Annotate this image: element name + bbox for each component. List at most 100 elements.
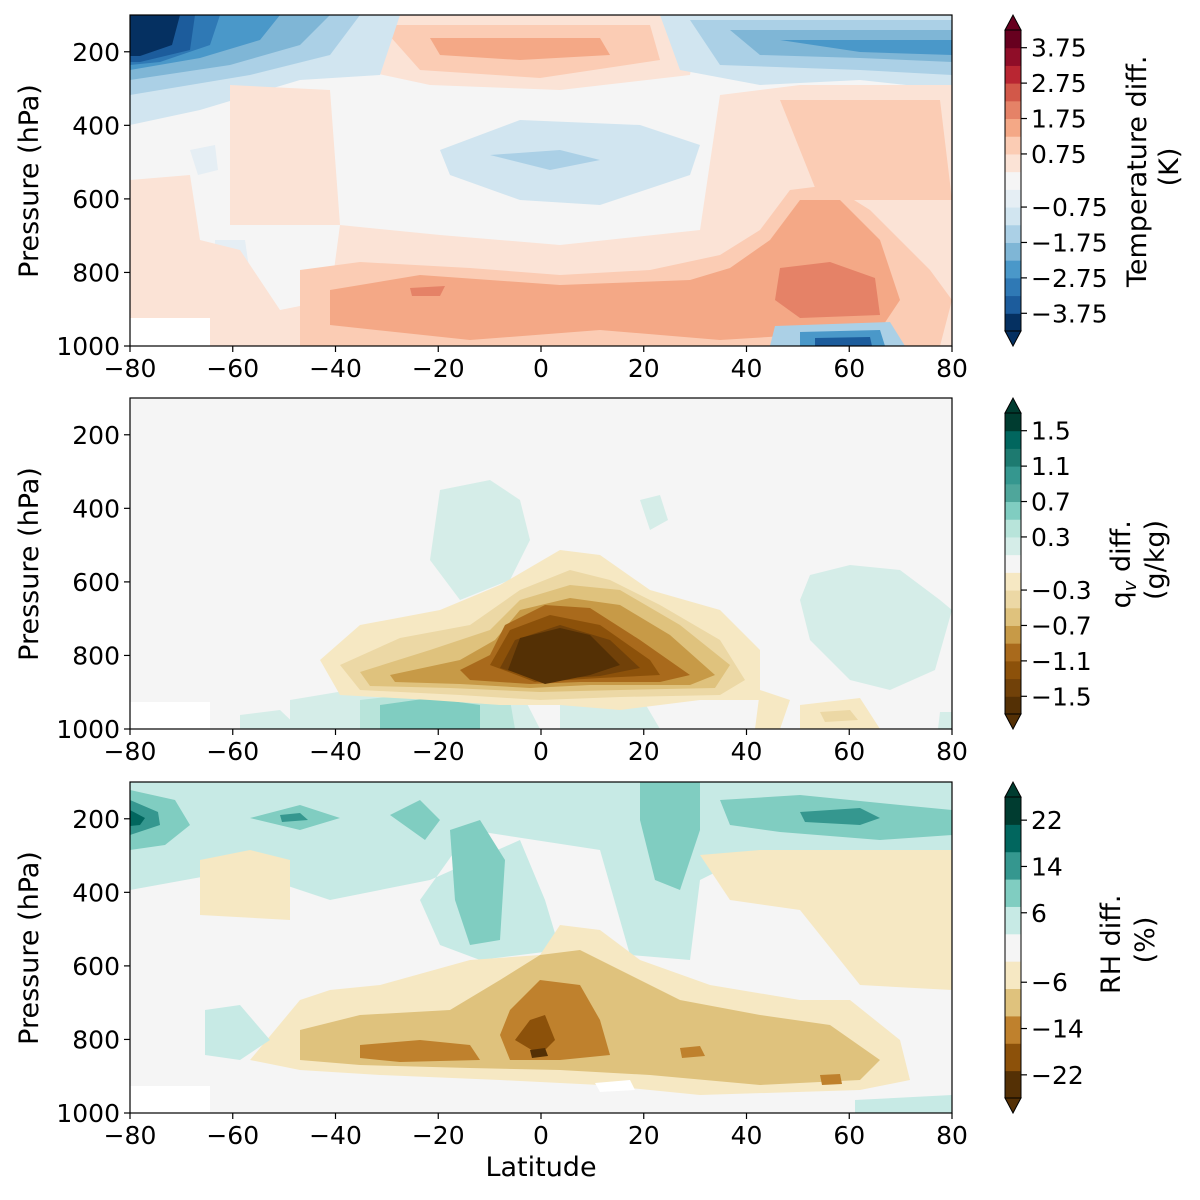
colorbar-tick-label: 1.5 [1031, 417, 1071, 446]
x-tick-label: 80 [936, 1121, 968, 1150]
colorbar-tick-label: −0.7 [1031, 611, 1092, 640]
colorbar-segment [1005, 189, 1021, 208]
x-ticks-rh: −80 −60 −40 −20 0 20 40 60 80 [104, 1113, 968, 1150]
x-tick-label: −80 [104, 737, 157, 766]
colorbar-segment [1005, 153, 1021, 173]
colorbar-label-line1: RH diff. [1096, 895, 1127, 994]
colorbar-tick-label: 2.75 [1031, 69, 1087, 98]
colorbar-segment [1005, 643, 1021, 662]
colorbar-segment [1005, 295, 1021, 314]
colorbar-segment [1005, 961, 1021, 990]
colorbar-tick-label: 3.75 [1031, 34, 1087, 63]
colorbar-segment [1005, 313, 1021, 332]
y-tick-label: 1000 [56, 715, 120, 744]
colorbar-tick-label: −1.5 [1031, 682, 1092, 711]
x-tick-label: −40 [309, 354, 362, 383]
colorbar-segment [1005, 430, 1021, 449]
colorbar-tick-label: 1.1 [1031, 452, 1071, 481]
panel-qv: −80 −60 −40 −20 0 20 40 60 80 200 400 600 800 1000 P… [14, 396, 1171, 766]
colorbar-segment [1005, 118, 1021, 137]
x-tick-label: 0 [533, 737, 549, 766]
colorbar-segment [1005, 1070, 1021, 1099]
y-axis-label-qv: Pressure (hPa) [14, 467, 45, 661]
x-axis-label: Latitude [485, 1152, 596, 1183]
x-tick-label: 20 [628, 1121, 660, 1150]
x-tick-label: −60 [206, 1121, 259, 1150]
y-tick-label: 600 [72, 185, 120, 214]
y-ticks-temperature: 200 400 600 800 1000 [56, 38, 130, 361]
y-tick-label: 200 [72, 805, 120, 834]
colorbar-segment [1005, 448, 1021, 467]
x-tick-label: 0 [533, 354, 549, 383]
x-tick-label: −60 [206, 354, 259, 383]
colorbar-segment [1005, 483, 1021, 503]
colorbar-tick-label: −14 [1031, 1015, 1084, 1044]
y-tick-label: 800 [72, 258, 120, 287]
colorbar-label-rest: diff. [1106, 520, 1137, 580]
colorbar-extend-min [1004, 713, 1022, 731]
x-tick-label: 20 [628, 354, 660, 383]
x-tick-label: 80 [936, 737, 968, 766]
y-ticks-rh: 200 400 600 800 1000 [56, 805, 130, 1128]
x-tick-label: −80 [104, 1121, 157, 1150]
colorbar-rh: −22 −14 −6 6 14 22 [1004, 780, 1084, 1115]
y-ticks-qv: 200 400 600 800 1000 [56, 421, 130, 744]
contour-fill-temperature [130, 15, 952, 346]
colorbar-segment [1005, 83, 1021, 102]
colorbar-segment [1005, 224, 1021, 243]
colorbar-frame [1004, 29, 1022, 332]
colorbar-segment [1005, 696, 1021, 715]
y-tick-label: 400 [72, 878, 120, 907]
colorbar-tick-label: −1.1 [1031, 647, 1092, 676]
colorbar-segment [1005, 65, 1021, 84]
colorbar-frame [1004, 796, 1022, 1099]
x-tick-label: −40 [309, 1121, 362, 1150]
colorbar-label-q: q [1106, 591, 1137, 608]
colorbar-segment [1005, 260, 1021, 279]
colorbar-extend-min [1004, 330, 1022, 348]
x-tick-label: 60 [833, 354, 865, 383]
x-tick-label: 40 [731, 737, 763, 766]
x-tick-label: −20 [412, 354, 465, 383]
colorbar-tick-label: −2.75 [1031, 264, 1108, 293]
y-tick-label: 1000 [56, 1099, 120, 1128]
colorbar-segment [1005, 100, 1021, 120]
x-tick-label: −60 [206, 737, 259, 766]
colorbar-frame [1004, 412, 1022, 715]
colorbar-tick-label: 14 [1031, 852, 1063, 881]
y-tick-label: 600 [72, 568, 120, 597]
colorbar-segment [1005, 171, 1021, 190]
colorbar-segment [1005, 519, 1021, 538]
contour-fill-rh [130, 782, 952, 1113]
colorbar-extend-max [1004, 780, 1022, 798]
contour-fill-qv [130, 398, 952, 729]
colorbar-label-temperature: Temperature diff. (K) [1122, 47, 1185, 288]
x-tick-label: 60 [833, 1121, 865, 1150]
colorbar-tick-label: −0.75 [1031, 193, 1108, 222]
colorbar-segment [1005, 824, 1021, 853]
colorbar-segment [1005, 554, 1021, 573]
colorbar-temperature: −3.75 −2.75 −1.75 −0.75 0.75 1.75 2.75 3.75 [1004, 13, 1108, 348]
colorbar-segment [1005, 590, 1021, 609]
colorbar-tick-label: 22 [1031, 806, 1063, 835]
panel-rh: −80 −60 −40 −20 0 20 40 60 80 200 400 600 800 1000 P… [14, 780, 1161, 1183]
colorbar-extend-min [1004, 1097, 1022, 1115]
y-tick-label: 200 [72, 421, 120, 450]
colorbar-segment [1005, 607, 1021, 626]
y-tick-label: 800 [72, 641, 120, 670]
colorbar-tick-label: 0.7 [1031, 488, 1071, 517]
x-tick-label: −20 [412, 737, 465, 766]
x-tick-label: 0 [533, 1121, 549, 1150]
y-tick-label: 200 [72, 38, 120, 67]
x-tick-label: 40 [731, 354, 763, 383]
x-tick-label: −20 [412, 1121, 465, 1150]
y-tick-label: 400 [72, 111, 120, 140]
x-tick-label: −40 [309, 737, 362, 766]
y-tick-label: 800 [72, 1025, 120, 1054]
colorbar-segment [1005, 933, 1021, 962]
x-tick-label: 20 [628, 737, 660, 766]
colorbar-tick-label: 1.75 [1031, 105, 1087, 134]
colorbar-tick-label: −0.3 [1031, 576, 1092, 605]
colorbar-label-qv: qv diff. (g/kg) [1106, 512, 1171, 609]
